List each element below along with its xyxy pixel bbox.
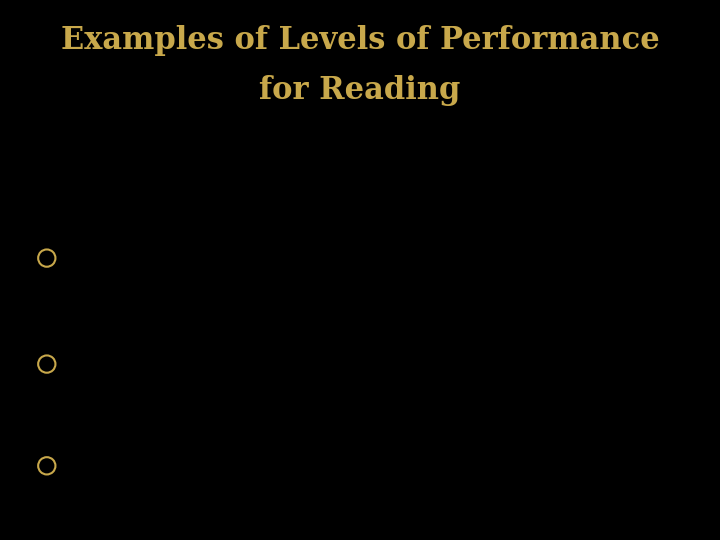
Text: The student is able to correctly answer questions using new
vocabulary per its d: The student is able to correctly answer … <box>76 478 559 514</box>
Text: Level I Demonstrated with significant support and modification: Level I Demonstrated with significant su… <box>76 232 651 247</box>
Text: The student will demonstrate understanding of: The student will demonstrate understandi… <box>212 146 622 164</box>
Text: (SOL 2.6): (SOL 2.6) <box>50 194 131 213</box>
Text: The student is able to identify a new vocabulary word when
presented with a pair: The student is able to identify a new vo… <box>76 271 557 306</box>
Text: Level III Fully demonstrated: Level III Fully demonstrated <box>76 440 329 455</box>
Text: 3 E-RW 2 (b): 3 E-RW 2 (b) <box>50 146 173 164</box>
Text: Level II Demonstrated partially: Level II Demonstrated partially <box>76 339 357 353</box>
Text: The student is able to identify new vocabulary in a reading
selection.: The student is able to identify new voca… <box>76 377 550 413</box>
Text: for Reading: for Reading <box>259 75 461 106</box>
Text: Examples of Levels of Performance: Examples of Levels of Performance <box>60 25 660 56</box>
Text: the meaning of newly acquired vocabulary.: the meaning of newly acquired vocabulary… <box>212 194 588 213</box>
